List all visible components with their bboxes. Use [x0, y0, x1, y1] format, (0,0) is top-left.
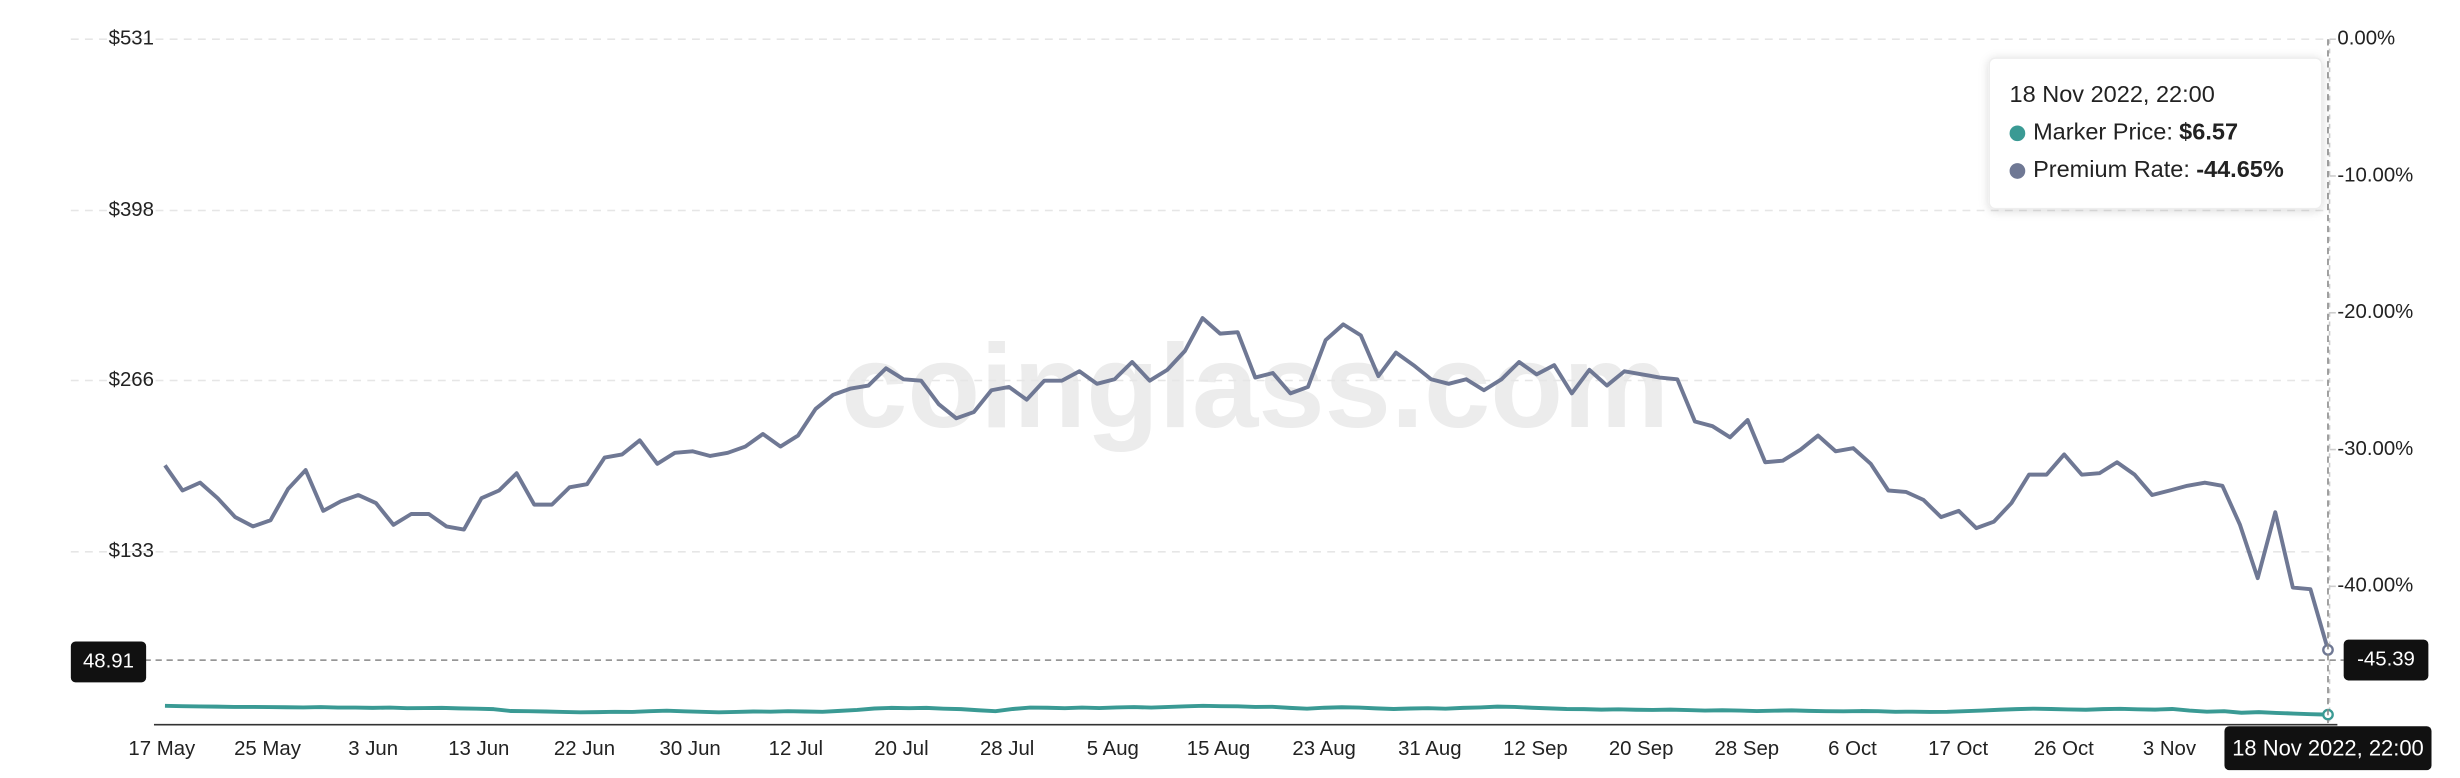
x-tick-label: 5 Aug	[1087, 738, 1139, 760]
y2-tick-label: -10.00%	[2337, 164, 2413, 186]
tooltip-box	[1988, 57, 2323, 210]
crosshair-x-label: 18 Nov 2022, 22:00	[2232, 736, 2424, 761]
y-tick-label: $398	[109, 199, 154, 221]
crosshair-x-box	[2224, 726, 2432, 771]
x-tick-label: 31 Aug	[1398, 738, 1461, 760]
x-tick-label: 20 Jul	[874, 738, 928, 760]
tooltip-item: Marker Price: $6.57	[2033, 119, 2238, 145]
y-tick-label: $266	[109, 369, 154, 391]
x-tick-label: 3 Jun	[348, 738, 398, 760]
crosshair-y-label: 48.91	[83, 650, 134, 672]
series-line	[163, 316, 2330, 651]
y2-tick-label: -20.00%	[2337, 301, 2413, 323]
tooltip-dot	[2009, 125, 2026, 142]
x-tick-label: 13 Jun	[448, 738, 509, 760]
tooltip-item-value: $6.57	[2179, 119, 2238, 145]
x-tick-label: 3 Nov	[2143, 738, 2197, 760]
x-tick-label: 25 May	[234, 738, 302, 760]
crosshair-y2-label: -45.39	[2357, 648, 2415, 670]
x-tick-label: 28 Jul	[980, 738, 1034, 760]
x-tick-label: 30 Jun	[660, 738, 721, 760]
x-tick-label: 12 Sep	[1503, 738, 1568, 760]
x-tick-label: 22 Jun	[554, 738, 615, 760]
y-tick-label: $531	[109, 28, 154, 50]
series-line	[164, 703, 2329, 717]
x-tick-label: 17 Oct	[1928, 738, 1988, 760]
tooltip-item-label: Premium Rate:	[2033, 156, 2190, 182]
x-tick-label: 17 May	[128, 738, 196, 760]
tooltip-item-value: -44.65%	[2196, 156, 2284, 182]
y2-tick-label: 0.00%	[2337, 28, 2395, 50]
x-tick-label: 23 Aug	[1292, 738, 1355, 760]
crosshair-y-box	[70, 641, 147, 683]
x-tick-label: 12 Jul	[769, 738, 823, 760]
watermark: coinglass.com	[841, 320, 1669, 453]
y-tick-label: $133	[109, 540, 154, 562]
x-tick-label: 26 Oct	[2034, 738, 2094, 760]
tooltip: 18 Nov 2022, 22:00 Marker Price: $6.57 Prem…	[1988, 57, 2323, 210]
crosshair-y2-box	[2343, 639, 2429, 681]
x-tick-label: 20 Sep	[1609, 738, 1674, 760]
tooltip-dot	[2009, 163, 2026, 179]
x-tick-label: 28 Sep	[1715, 738, 1780, 760]
y2-tick-label: -40.00%	[2337, 575, 2413, 597]
x-tick-label: 6 Oct	[1828, 738, 1877, 760]
x-tick-label: 15 Aug	[1187, 738, 1250, 760]
tooltip-item: Premium Rate: -44.65%	[2033, 156, 2284, 182]
tooltip-title: 18 Nov 2022, 22:00	[2010, 81, 2215, 107]
tooltip-item-label: Marker Price:	[2033, 119, 2173, 145]
y2-tick-label: -30.00%	[2337, 438, 2413, 460]
